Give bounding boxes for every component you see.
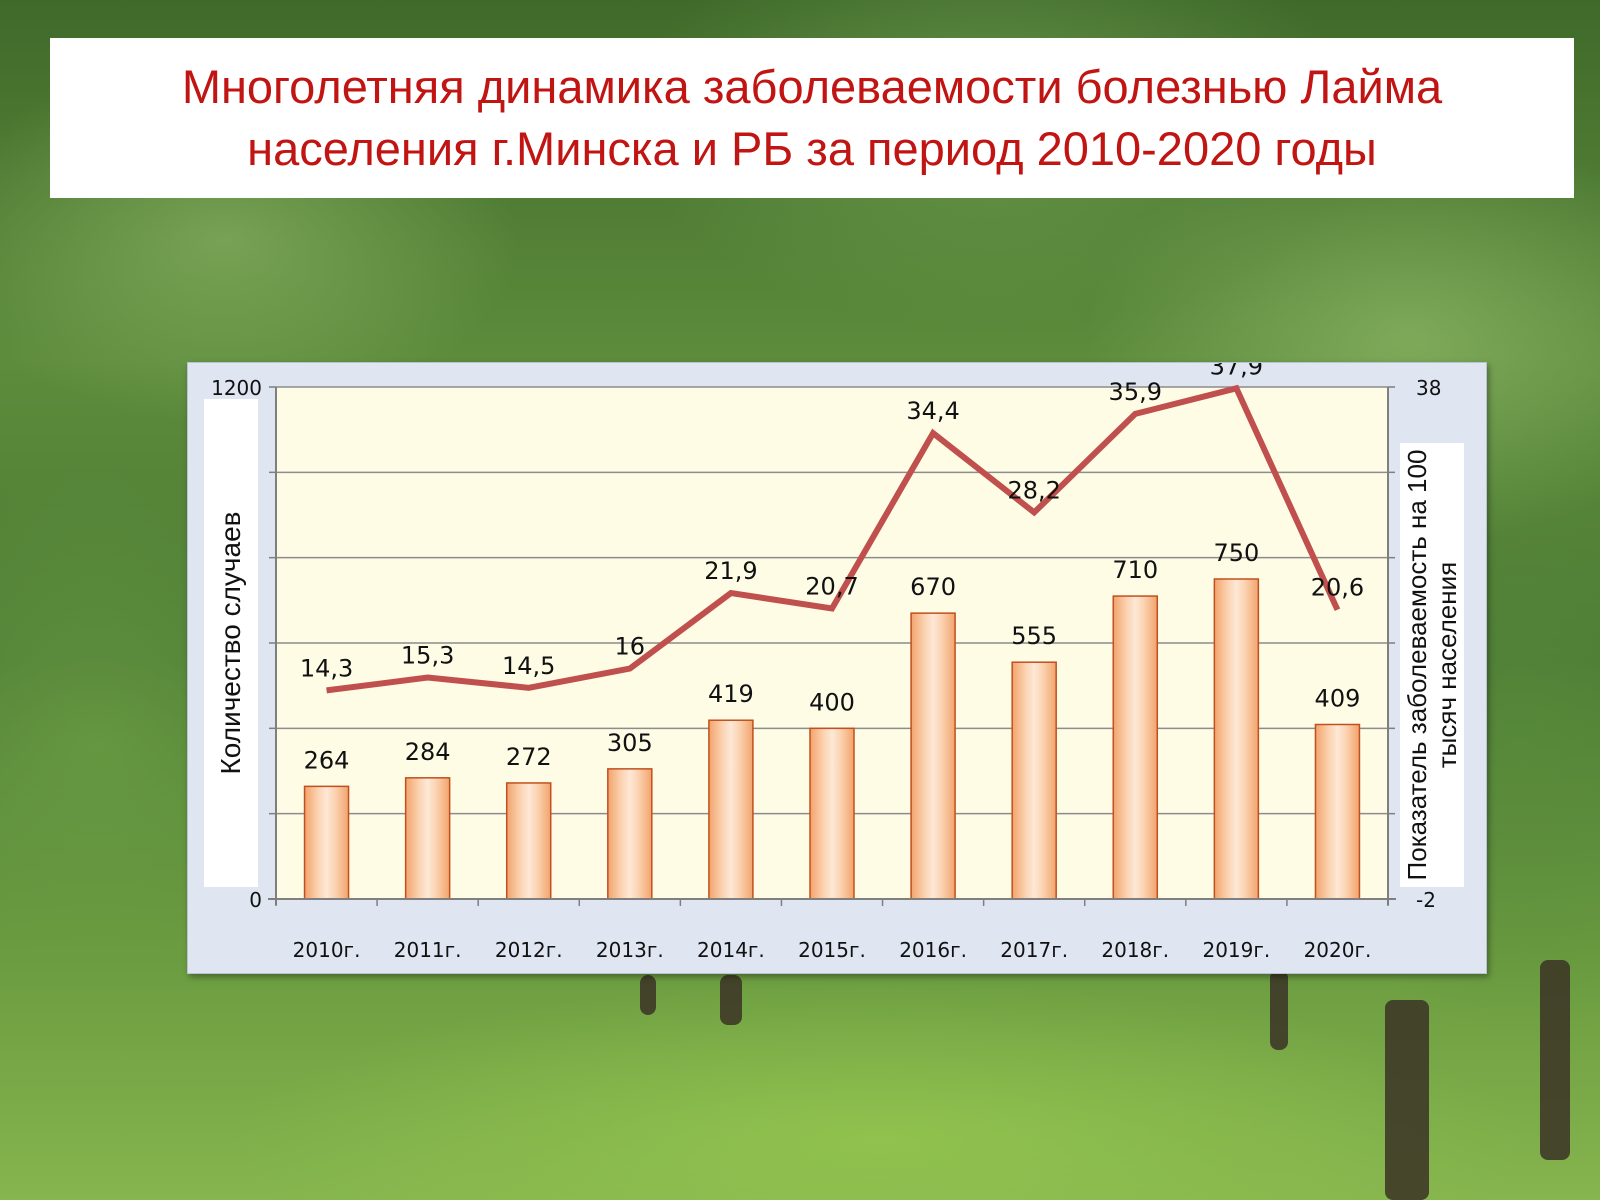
title-box: Многолетняя динамика заболеваемости боле… [50, 38, 1574, 198]
bar-value-label: 710 [1112, 556, 1158, 584]
line-value-label: 15,3 [401, 642, 454, 670]
bar-value-label: 272 [506, 743, 552, 771]
x-tick-label: 2017г. [1000, 938, 1068, 962]
line-value-label: 14,5 [502, 652, 555, 680]
title-line-1: Многолетняя динамика заболеваемости боле… [181, 60, 1443, 113]
bar-value-label: 305 [607, 729, 653, 757]
y-tick-label: 1200 [211, 376, 262, 400]
tree-trunk [640, 975, 656, 1015]
x-tick-label: 2020г. [1304, 938, 1372, 962]
combo-chart: 2010г. 2011г. 2012г. 2013г. 2014г. 2015г. 2016… [211, 363, 1441, 962]
bar [1314, 723, 1361, 900]
line-value-label: 28,2 [1007, 476, 1060, 504]
tree-trunk [720, 975, 742, 1025]
chart-frame: 2010г. 2011г. 2012г. 2013г. 2014г. 2015г. 2016… [187, 362, 1487, 974]
y2-tick-label: -2 [1416, 888, 1436, 912]
line-value-label: 35,9 [1109, 378, 1162, 406]
bar [404, 777, 451, 900]
x-tick-label: 2011г. [394, 938, 462, 962]
x-tick-label: 2016г. [899, 938, 967, 962]
x-tick-label: 2018г. [1101, 938, 1169, 962]
y2-tick-label: 38 [1416, 376, 1441, 400]
bar-value-label: 409 [1315, 684, 1361, 712]
line-value-label: 34,4 [906, 397, 959, 425]
title-line-2: населения г.Минска и РБ за период 2010-2… [247, 122, 1377, 175]
x-tick-label: 2014г. [697, 938, 765, 962]
x-tick-label: 2019г. [1202, 938, 1270, 962]
bar [607, 768, 653, 900]
y2-axis-title-box: Показатель заболеваемость на 100 тысяч н… [1400, 443, 1464, 887]
bar [1213, 578, 1260, 900]
y-axis-title-box: Количество случаев [204, 399, 258, 887]
bar [505, 782, 552, 900]
tree-trunk [1540, 960, 1570, 1160]
bar [809, 727, 855, 900]
bar-value-label: 264 [304, 746, 350, 774]
bar-value-label: 750 [1213, 539, 1259, 567]
bar [1112, 595, 1159, 900]
y-tick-label: 0 [249, 888, 262, 912]
bar [708, 719, 754, 900]
line-value-label: 20,7 [805, 572, 858, 600]
tree-trunk [1385, 1000, 1429, 1200]
line-value-label: 20,6 [1311, 574, 1364, 602]
line-value-label: 21,9 [704, 557, 757, 585]
slide-title: Многолетняя динамика заболеваемости боле… [182, 56, 1442, 180]
bar-value-label: 419 [708, 680, 754, 708]
x-tick-label: 2015г. [798, 938, 866, 962]
bar-value-label: 400 [809, 688, 855, 716]
line-value-label: 16 [615, 633, 646, 661]
x-tick-label: 2012г. [495, 938, 563, 962]
bar [1011, 661, 1057, 900]
y-axis-title: Количество случаев [215, 511, 246, 775]
line-value-label: 37,9 [1210, 363, 1263, 380]
x-tick-label: 2010г. [293, 938, 361, 962]
bar-value-label: 284 [405, 738, 451, 766]
tree-trunk [1270, 970, 1288, 1050]
bar-value-label: 555 [1011, 622, 1057, 650]
x-tick-label: 2013г. [596, 938, 664, 962]
bar-value-label: 670 [910, 573, 956, 601]
bar [910, 612, 956, 900]
line-value-label: 14,3 [300, 654, 353, 682]
y2-axis-title: Показатель заболеваемость на 100 тысяч н… [1402, 449, 1462, 881]
bar [303, 785, 350, 900]
